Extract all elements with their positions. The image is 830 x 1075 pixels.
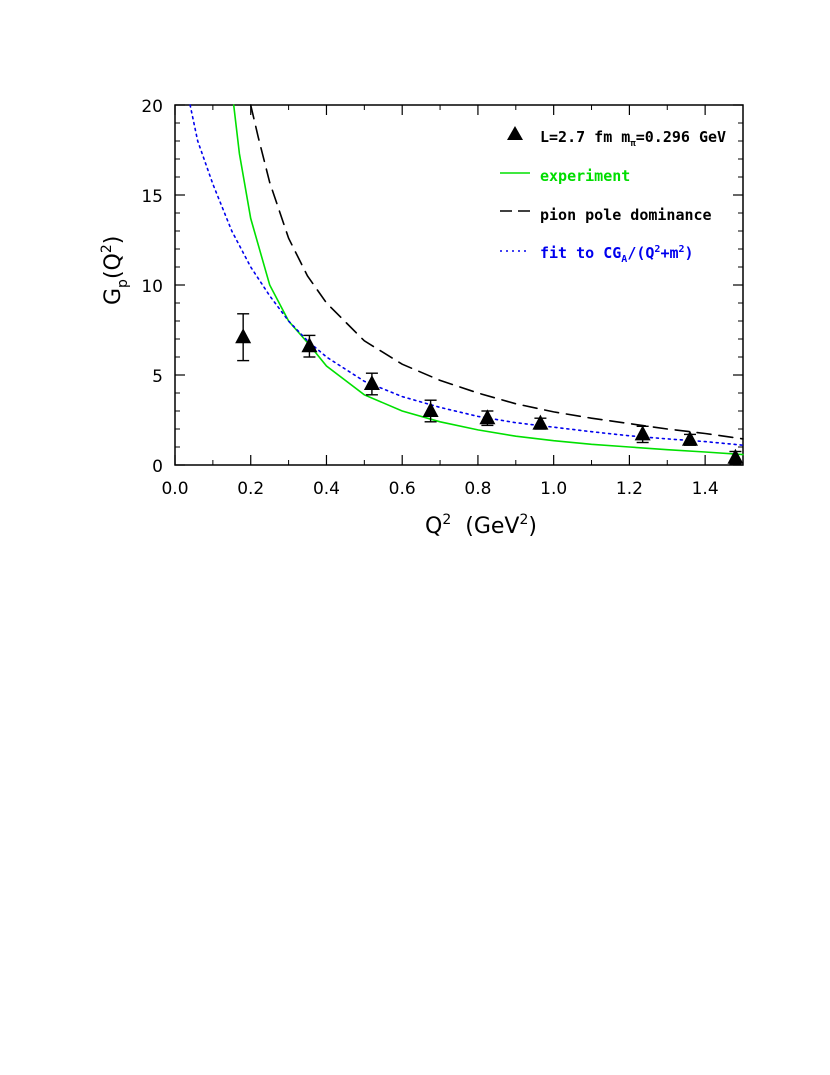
- data-point-triangle: [681, 430, 698, 446]
- legend-label-fit: fit to CGA/(Q2+m2): [540, 244, 694, 265]
- legend-label-lattice: L=2.7 fm mπ=0.296 GeV: [540, 128, 726, 149]
- x-tick-label: 1.4: [692, 479, 719, 499]
- x-tick-label: 0.8: [464, 479, 491, 499]
- x-axis-title: Q2 (GeV2): [425, 512, 537, 539]
- ticks-layer: [174, 104, 744, 466]
- y-tick-label: 20: [141, 97, 163, 117]
- x-tick-label: 0.6: [389, 479, 416, 499]
- x-tick-label: 0.0: [161, 479, 188, 499]
- y-tick-label: 5: [152, 367, 163, 387]
- y-axis-title: Gp(Q2): [99, 236, 131, 305]
- data-point-triangle: [363, 375, 380, 390]
- plot-frame: [174, 104, 744, 466]
- x-tick-label: 0.4: [313, 479, 340, 499]
- data-point-triangle: [532, 414, 549, 430]
- data-point-triangle: [634, 425, 651, 441]
- x-tick-label: 1.2: [616, 479, 643, 499]
- tick-labels-layer: 0.0 0.2 0.4 0.6 0.8 1.0 1.2 1.4 0 5 10 15 20: [141, 97, 718, 499]
- curve-dotted: [189, 104, 744, 446]
- data-point-triangle: [235, 328, 252, 344]
- y-tick-label: 15: [141, 187, 163, 207]
- curve-dashed: [249, 104, 744, 440]
- data-point-triangle: [422, 402, 439, 417]
- data-point-triangle: [479, 409, 496, 425]
- legend-label-pion-pole: pion pole dominance: [540, 206, 712, 224]
- y-tick-label: 0: [152, 457, 163, 477]
- data-point-triangle: [727, 448, 744, 464]
- x-tick-label: 1.0: [540, 479, 567, 499]
- points-layer: [235, 313, 744, 465]
- legend-label-experiment: experiment: [540, 167, 630, 185]
- legend: L=2.7 fm mπ=0.296 GeV experiment pion po…: [500, 126, 726, 265]
- x-tick-label: 0.2: [237, 479, 264, 499]
- curves-layer: [189, 104, 744, 456]
- legend-triangle-marker: [507, 126, 523, 140]
- y-tick-label: 10: [141, 277, 163, 297]
- curve-solid: [232, 104, 744, 456]
- data-point-triangle: [301, 337, 318, 353]
